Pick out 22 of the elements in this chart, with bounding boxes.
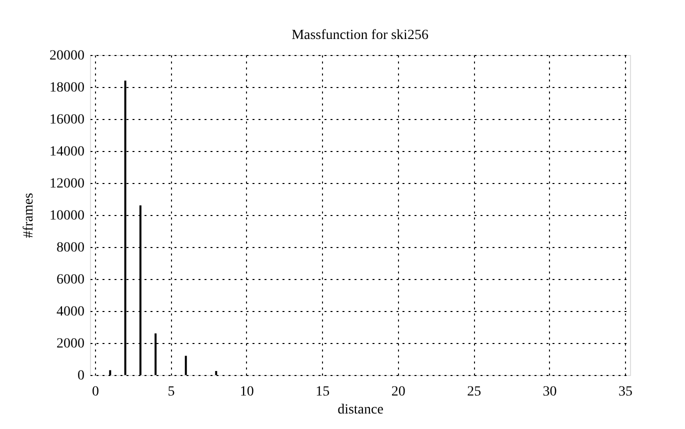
y-tick-label: 0 [78, 368, 84, 384]
x-tick-label: 20 [391, 384, 406, 400]
y-tick-label: 4000 [56, 304, 84, 320]
x-tick-label: 10 [240, 384, 254, 400]
y-tick-label: 14000 [50, 144, 84, 160]
x-tick-label: 30 [542, 384, 557, 400]
y-tick-label: 12000 [50, 176, 84, 192]
y-tick-label: 6000 [56, 272, 84, 288]
chart-title: Massfunction for ski256 [292, 28, 428, 43]
x-tick-label: 35 [618, 384, 632, 400]
y-tick-label: 10000 [50, 208, 84, 224]
x-tick-label: 15 [316, 384, 330, 400]
y-tick-label: 20000 [50, 48, 84, 64]
y-tick-label: 18000 [50, 80, 84, 96]
y-axis-title: #frames [22, 192, 36, 238]
y-tick-label: 8000 [56, 240, 84, 256]
x-axis-title: distance [338, 402, 384, 418]
y-tick-label: 2000 [56, 336, 84, 352]
y-tick-label: 16000 [50, 112, 84, 128]
x-tick-label: 5 [168, 384, 175, 400]
x-tick-label: 0 [92, 384, 99, 400]
x-tick-label: 25 [467, 384, 482, 400]
